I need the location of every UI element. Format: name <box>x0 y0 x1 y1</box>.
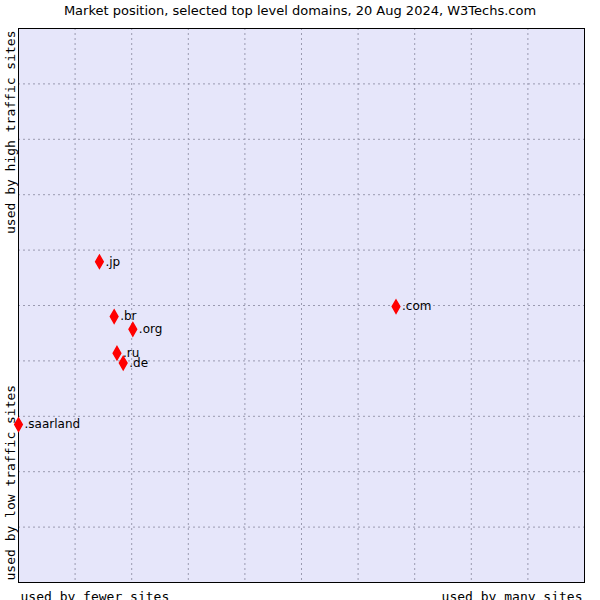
svg-text:.de: .de <box>129 356 148 370</box>
svg-text:used by fewer sites: used by fewer sites <box>21 589 170 600</box>
svg-text:.saarland: .saarland <box>25 417 81 431</box>
svg-text:.com: .com <box>402 299 431 313</box>
svg-text:used by many sites: used by many sites <box>442 589 583 600</box>
svg-text:.ru: .ru <box>123 346 140 360</box>
svg-text:used by low traffic sites: used by low traffic sites <box>3 385 18 581</box>
svg-text:.jp: .jp <box>105 255 120 269</box>
svg-text:used by high traffic sites: used by high traffic sites <box>3 31 18 235</box>
svg-text:.org: .org <box>139 322 163 336</box>
html-text:Market position, selected top: Market position, selected top level doma… <box>63 3 537 18</box>
svg-text:.br: .br <box>120 309 136 323</box>
